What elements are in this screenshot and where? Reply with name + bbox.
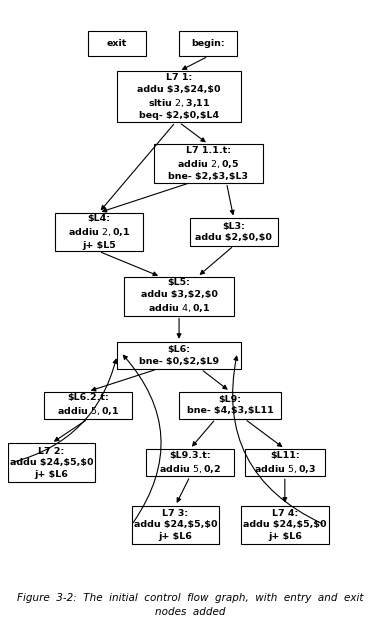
FancyBboxPatch shape <box>8 443 95 482</box>
FancyBboxPatch shape <box>146 449 234 476</box>
Text: $L5:
addu $3,$2,$0
addiu $4,$0,1: $L5: addu $3,$2,$0 addiu $4,$0,1 <box>141 279 217 314</box>
FancyBboxPatch shape <box>117 71 241 122</box>
Text: begin:: begin: <box>192 39 225 48</box>
Text: Figure  3-2:  The  initial  control  flow  graph,  with  entry  and  exit
nodes : Figure 3-2: The initial control flow gra… <box>17 593 363 617</box>
Text: $L4:
addiu $2,$0,1
j+ $L5: $L4: addiu $2,$0,1 j+ $L5 <box>68 214 130 250</box>
FancyBboxPatch shape <box>88 31 146 56</box>
FancyBboxPatch shape <box>55 212 142 251</box>
Text: L7 4:
addu $24,$5,$0
j+ $L6: L7 4: addu $24,$5,$0 j+ $L6 <box>243 509 326 541</box>
Text: L7 1:
addu $3,$24,$0
sltiu $2,$3,11
beq- $2,$0,$L4: L7 1: addu $3,$24,$0 sltiu $2,$3,11 beq-… <box>137 73 221 120</box>
FancyBboxPatch shape <box>190 218 277 245</box>
Text: exit: exit <box>107 39 127 48</box>
FancyBboxPatch shape <box>241 506 329 544</box>
FancyBboxPatch shape <box>179 392 281 419</box>
FancyBboxPatch shape <box>117 342 241 369</box>
FancyBboxPatch shape <box>245 449 325 476</box>
FancyBboxPatch shape <box>179 31 238 56</box>
FancyBboxPatch shape <box>131 506 219 544</box>
Text: L7 2:
addu $24,$5,$0
j+ $L6: L7 2: addu $24,$5,$0 j+ $L6 <box>10 446 93 478</box>
Text: L7 1.1.t:
addiu $2,$0,5
bne- $2,$3,$L3: L7 1.1.t: addiu $2,$0,5 bne- $2,$3,$L3 <box>168 146 248 181</box>
Text: $L9:
bne- $4,$3,$L11: $L9: bne- $4,$3,$L11 <box>187 395 274 415</box>
Text: $L9.3.t:
addiu $5,$0,2: $L9.3.t: addiu $5,$0,2 <box>159 450 221 474</box>
Text: $L11:
addiu $5,$0,3: $L11: addiu $5,$0,3 <box>254 450 316 474</box>
Text: $L6.2.t:
addiu $5,$0,1: $L6.2.t: addiu $5,$0,1 <box>57 393 119 417</box>
Text: $L3:
addu $2,$0,$0: $L3: addu $2,$0,$0 <box>195 222 272 242</box>
Text: $L6:
bne- $0,$2,$L9: $L6: bne- $0,$2,$L9 <box>139 345 219 366</box>
FancyBboxPatch shape <box>124 277 234 315</box>
Text: L7 3:
addu $24,$5,$0
j+ $L6: L7 3: addu $24,$5,$0 j+ $L6 <box>134 509 217 541</box>
FancyBboxPatch shape <box>154 144 263 183</box>
FancyBboxPatch shape <box>44 392 131 419</box>
